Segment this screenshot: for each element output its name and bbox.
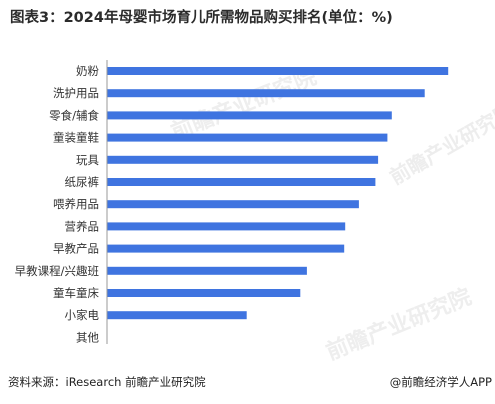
bar <box>107 178 376 186</box>
bar <box>107 266 307 275</box>
category-label: 零食/辅食 <box>49 108 99 122</box>
watermark-text: 前瞻产业研究院 <box>323 284 476 366</box>
category-label: 童车童床 <box>53 286 99 300</box>
footer: 资料来源：iResearch 前瞻产业研究院 @前瞻经济学人APP <box>8 374 492 392</box>
category-label: 童装童鞋 <box>53 131 99 145</box>
bar <box>107 244 345 253</box>
category-label: 其他 <box>76 330 99 344</box>
bar <box>107 311 247 320</box>
category-label: 玩具 <box>76 153 99 167</box>
chart-title: 图表3：2024年母婴市场育儿所需物品购买排名(单位：%) <box>10 10 393 26</box>
brand-credit: @前瞻经济学人APP <box>389 375 492 389</box>
bar <box>107 111 392 120</box>
source-note: 资料来源：iResearch 前瞻产业研究院 <box>8 375 206 389</box>
category-label: 早教课程/兴趣班 <box>15 264 100 278</box>
category-labels-group: 奶粉洗护用品零食/辅食童装童鞋玩具纸尿裤喂养用品营养品早教产品早教课程/兴趣班童… <box>15 64 100 344</box>
category-label: 营养品 <box>65 219 100 233</box>
bars-group <box>107 67 449 320</box>
bar <box>107 133 388 142</box>
category-label: 小家电 <box>65 308 100 322</box>
bar <box>107 200 359 209</box>
bar <box>107 222 346 231</box>
category-label: 早教产品 <box>53 242 99 256</box>
category-label: 喂养用品 <box>53 197 99 211</box>
bar <box>107 155 379 164</box>
category-label: 洗护用品 <box>53 86 99 100</box>
bar <box>107 89 425 98</box>
bar <box>107 67 449 75</box>
category-label: 纸尿裤 <box>65 175 100 189</box>
bar <box>107 289 301 297</box>
watermark-text: 前瞻产业研究院 <box>168 64 321 146</box>
category-label: 奶粉 <box>76 64 99 78</box>
watermark-text: 前瞻产业研究院 <box>386 99 495 190</box>
